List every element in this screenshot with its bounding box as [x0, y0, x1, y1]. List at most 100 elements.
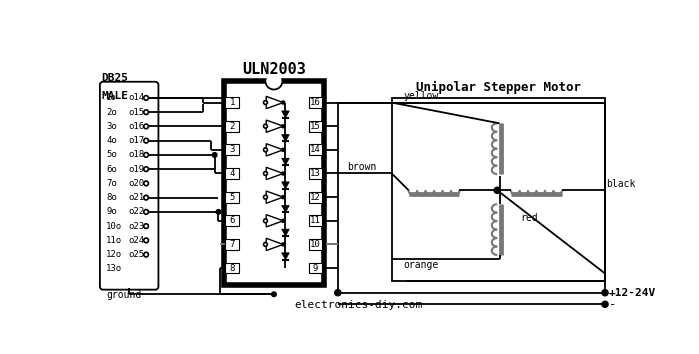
- Bar: [225, 168, 239, 179]
- Circle shape: [264, 219, 268, 223]
- Polygon shape: [266, 144, 283, 156]
- Text: 2: 2: [230, 122, 235, 131]
- Circle shape: [494, 187, 500, 193]
- Text: 11: 11: [310, 216, 321, 225]
- Circle shape: [144, 210, 148, 214]
- FancyBboxPatch shape: [100, 82, 159, 290]
- Circle shape: [144, 238, 148, 243]
- Text: electronics-diy.com: electronics-diy.com: [294, 301, 422, 310]
- Bar: [308, 144, 322, 155]
- Text: DB25: DB25: [101, 73, 129, 83]
- Text: o24: o24: [129, 236, 145, 245]
- Text: ULN2003: ULN2003: [242, 62, 306, 77]
- Text: o19: o19: [129, 165, 145, 174]
- Text: 16: 16: [310, 98, 321, 107]
- Text: Unipolar Stepper Motor: Unipolar Stepper Motor: [416, 81, 581, 94]
- Bar: [308, 192, 322, 202]
- Circle shape: [267, 74, 281, 88]
- Text: o16: o16: [129, 122, 145, 131]
- Text: 10: 10: [310, 240, 321, 249]
- Text: o21: o21: [129, 193, 145, 202]
- Circle shape: [264, 148, 268, 152]
- Circle shape: [282, 196, 284, 199]
- Text: 6o: 6o: [106, 165, 117, 174]
- Circle shape: [602, 301, 608, 307]
- Circle shape: [282, 101, 284, 104]
- Text: 8o: 8o: [106, 193, 117, 202]
- Circle shape: [264, 172, 268, 176]
- Circle shape: [144, 181, 148, 186]
- Text: o20: o20: [129, 179, 145, 188]
- Polygon shape: [266, 167, 283, 179]
- Text: black: black: [607, 179, 636, 189]
- Bar: [225, 263, 239, 274]
- Bar: [225, 239, 239, 250]
- Bar: [308, 121, 322, 132]
- Text: 12: 12: [310, 193, 321, 202]
- Circle shape: [144, 110, 148, 114]
- Text: 5: 5: [230, 193, 235, 202]
- Text: MALE: MALE: [101, 91, 129, 101]
- Circle shape: [282, 172, 284, 175]
- Bar: [308, 97, 322, 108]
- Polygon shape: [282, 206, 289, 212]
- Circle shape: [144, 153, 148, 157]
- Text: o18: o18: [129, 150, 145, 159]
- Text: o15: o15: [129, 108, 145, 117]
- Text: ground: ground: [107, 290, 142, 299]
- Bar: [308, 239, 322, 250]
- Polygon shape: [282, 111, 289, 118]
- Bar: [308, 215, 322, 226]
- Circle shape: [264, 124, 268, 128]
- Circle shape: [282, 243, 284, 246]
- Text: orange: orange: [403, 261, 438, 270]
- Circle shape: [264, 242, 268, 246]
- Text: o22: o22: [129, 207, 145, 216]
- Text: 4: 4: [230, 169, 235, 178]
- Bar: [308, 168, 322, 179]
- Text: 10o: 10o: [106, 222, 122, 230]
- Text: 11o: 11o: [106, 236, 122, 245]
- Polygon shape: [282, 158, 289, 165]
- Text: -: -: [609, 298, 617, 311]
- Text: 4o: 4o: [106, 136, 117, 145]
- Bar: [225, 97, 239, 108]
- Bar: [225, 215, 239, 226]
- Polygon shape: [282, 135, 289, 142]
- Text: 9o: 9o: [106, 207, 117, 216]
- Circle shape: [216, 210, 221, 214]
- Text: 3o: 3o: [106, 122, 117, 131]
- Bar: [225, 121, 239, 132]
- Text: 9: 9: [313, 264, 318, 273]
- Text: o17: o17: [129, 136, 145, 145]
- Text: yellow: yellow: [403, 91, 438, 101]
- Polygon shape: [282, 182, 289, 189]
- Polygon shape: [266, 238, 283, 251]
- Text: 5o: 5o: [106, 150, 117, 159]
- Text: 13o: 13o: [106, 264, 122, 273]
- Text: 15: 15: [310, 122, 321, 131]
- Polygon shape: [282, 229, 289, 236]
- Bar: [225, 144, 239, 155]
- Circle shape: [335, 290, 341, 296]
- Circle shape: [264, 101, 268, 104]
- Circle shape: [264, 195, 268, 199]
- Circle shape: [282, 219, 284, 222]
- Bar: [308, 263, 322, 274]
- Text: 7: 7: [230, 240, 235, 249]
- Text: 13: 13: [310, 169, 321, 178]
- Polygon shape: [266, 215, 283, 227]
- Circle shape: [144, 252, 148, 257]
- Polygon shape: [266, 120, 283, 132]
- Bar: [391, 98, 605, 281]
- Circle shape: [272, 292, 276, 297]
- Text: 2o: 2o: [106, 108, 117, 117]
- Polygon shape: [266, 191, 283, 203]
- Circle shape: [144, 96, 148, 100]
- Circle shape: [144, 124, 148, 129]
- Text: o25: o25: [129, 250, 145, 259]
- Text: 6: 6: [230, 216, 235, 225]
- Circle shape: [602, 290, 608, 296]
- Circle shape: [144, 224, 148, 228]
- Text: 12o: 12o: [106, 250, 122, 259]
